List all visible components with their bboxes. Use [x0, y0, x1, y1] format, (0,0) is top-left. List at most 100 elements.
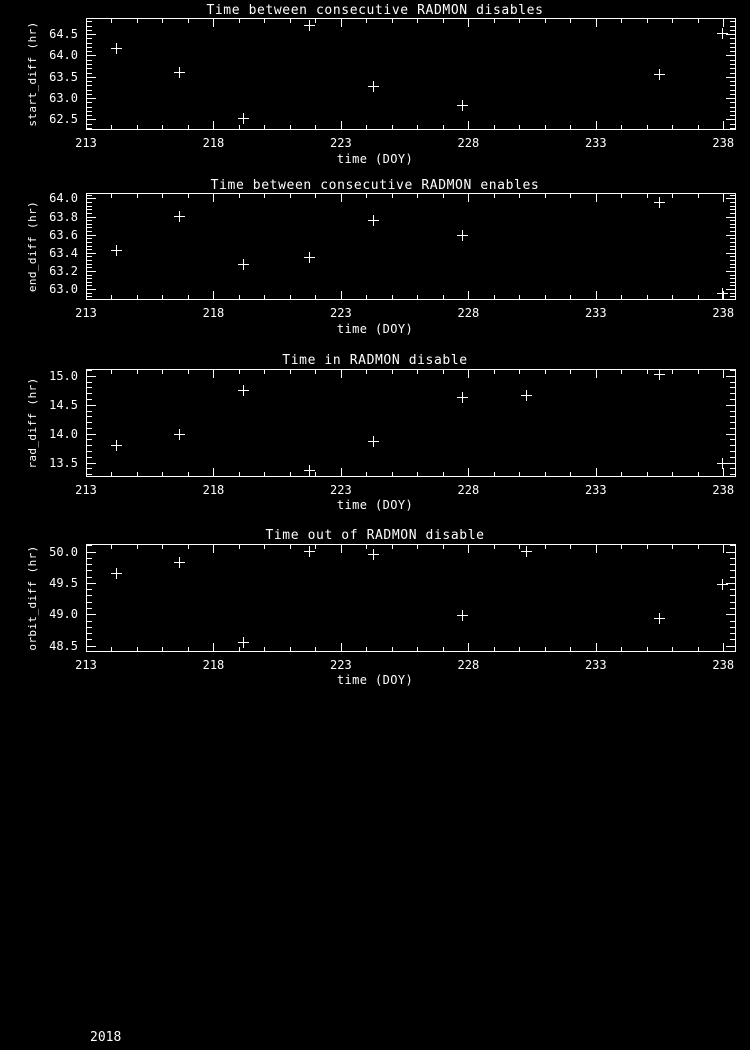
y-tick-minor: [730, 110, 735, 112]
x-tick-major: [468, 194, 470, 202]
y-tick-major: [726, 270, 735, 272]
y-tick-label: 14.0: [49, 426, 78, 441]
y-tick-major: [726, 198, 735, 200]
y-tick-minor: [730, 241, 735, 243]
x-tick-major: [213, 370, 215, 378]
x-tick-minor: [264, 545, 266, 549]
y-tick-minor: [87, 595, 92, 597]
y-tick-label: 63.4: [49, 245, 78, 260]
x-tick-minor: [111, 647, 113, 651]
x-tick-major: [468, 291, 470, 299]
y-tick-label: 62.5: [49, 112, 78, 127]
x-tick-minor: [136, 19, 138, 23]
x-tick-minor: [646, 647, 648, 651]
y-tick-minor: [87, 245, 92, 247]
y-tick-minor: [87, 46, 92, 48]
x-tick-minor: [289, 125, 291, 129]
y-tick-minor: [87, 249, 92, 251]
x-tick-minor: [493, 194, 495, 198]
x-tick-minor: [570, 472, 572, 476]
x-tick-minor: [136, 295, 138, 299]
y-tick-minor: [730, 281, 735, 283]
y-tick-major: [87, 55, 96, 57]
x-axis-title: time (DOY): [336, 152, 414, 166]
x-tick-minor: [238, 545, 240, 549]
x-tick-minor: [544, 194, 546, 198]
x-tick-major: [340, 545, 342, 553]
x-tick-label: 228: [457, 483, 480, 497]
y-tick-major: [726, 55, 735, 57]
y-tick-major: [726, 76, 735, 78]
x-tick-minor: [519, 370, 521, 374]
y-tick-minor: [730, 422, 735, 424]
x-tick-major: [595, 19, 597, 27]
y-tick-label: 64.5: [49, 27, 78, 42]
x-tick-minor: [111, 19, 113, 23]
x-tick-minor: [417, 370, 419, 374]
y-tick-label: 50.0: [49, 544, 78, 559]
y-tick-minor: [87, 59, 92, 61]
y-tick-minor: [730, 416, 735, 418]
x-tick-label: 213: [75, 658, 97, 672]
x-tick-minor: [264, 472, 266, 476]
x-tick-major: [595, 545, 597, 553]
x-tick-minor: [519, 194, 521, 198]
x-tick-major: [340, 194, 342, 202]
x-tick-major: [468, 121, 470, 129]
x-tick-minor: [366, 295, 368, 299]
x-tick-label: 238: [712, 306, 735, 320]
x-tick-minor: [136, 370, 138, 374]
panel-title: Time in RADMON disable: [282, 353, 468, 368]
y-tick-minor: [87, 570, 92, 572]
data-point: [368, 436, 380, 448]
y-tick-minor: [87, 93, 92, 95]
x-tick-minor: [264, 19, 266, 23]
y-tick-minor: [87, 589, 92, 591]
y-tick-minor: [730, 370, 735, 372]
x-tick-minor: [136, 647, 138, 651]
x-tick-minor: [162, 295, 164, 299]
x-tick-major: [213, 291, 215, 299]
y-tick-major: [87, 375, 96, 377]
x-tick-major: [468, 643, 470, 651]
y-tick-minor: [87, 274, 92, 276]
x-tick-minor: [187, 647, 189, 651]
x-tick-minor: [646, 19, 648, 23]
x-tick-minor: [289, 545, 291, 549]
y-tick-major: [726, 216, 735, 218]
x-tick-minor: [238, 194, 240, 198]
y-tick-label: 63.2: [49, 263, 78, 278]
x-tick-major: [213, 19, 215, 27]
x-tick-minor: [493, 545, 495, 549]
x-tick-major: [340, 19, 342, 27]
x-tick-major: [595, 370, 597, 378]
x-tick-minor: [366, 19, 368, 23]
x-tick-major: [340, 643, 342, 651]
x-tick-major: [468, 370, 470, 378]
y-tick-minor: [730, 545, 735, 547]
x-tick-minor: [519, 647, 521, 651]
y-tick-minor: [87, 427, 92, 429]
y-tick-major: [726, 462, 735, 464]
y-tick-minor: [730, 127, 735, 129]
x-tick-minor: [136, 194, 138, 198]
x-tick-minor: [366, 125, 368, 129]
x-tick-minor: [621, 545, 623, 549]
data-point: [304, 465, 316, 477]
y-tick-minor: [730, 292, 735, 294]
x-tick-minor: [366, 647, 368, 651]
x-tick-major: [468, 468, 470, 476]
y-tick-major: [87, 198, 96, 200]
data-point: [238, 384, 250, 396]
data-point: [174, 67, 186, 79]
y-tick-minor: [87, 209, 92, 211]
x-tick-minor: [621, 125, 623, 129]
data-point: [717, 457, 729, 469]
data-point: [653, 368, 665, 380]
y-tick-major: [87, 216, 96, 218]
y-tick-minor: [730, 89, 735, 91]
x-tick-label: 213: [75, 136, 97, 150]
x-tick-label: 228: [457, 306, 480, 320]
y-tick-minor: [87, 223, 92, 225]
x-tick-minor: [264, 194, 266, 198]
